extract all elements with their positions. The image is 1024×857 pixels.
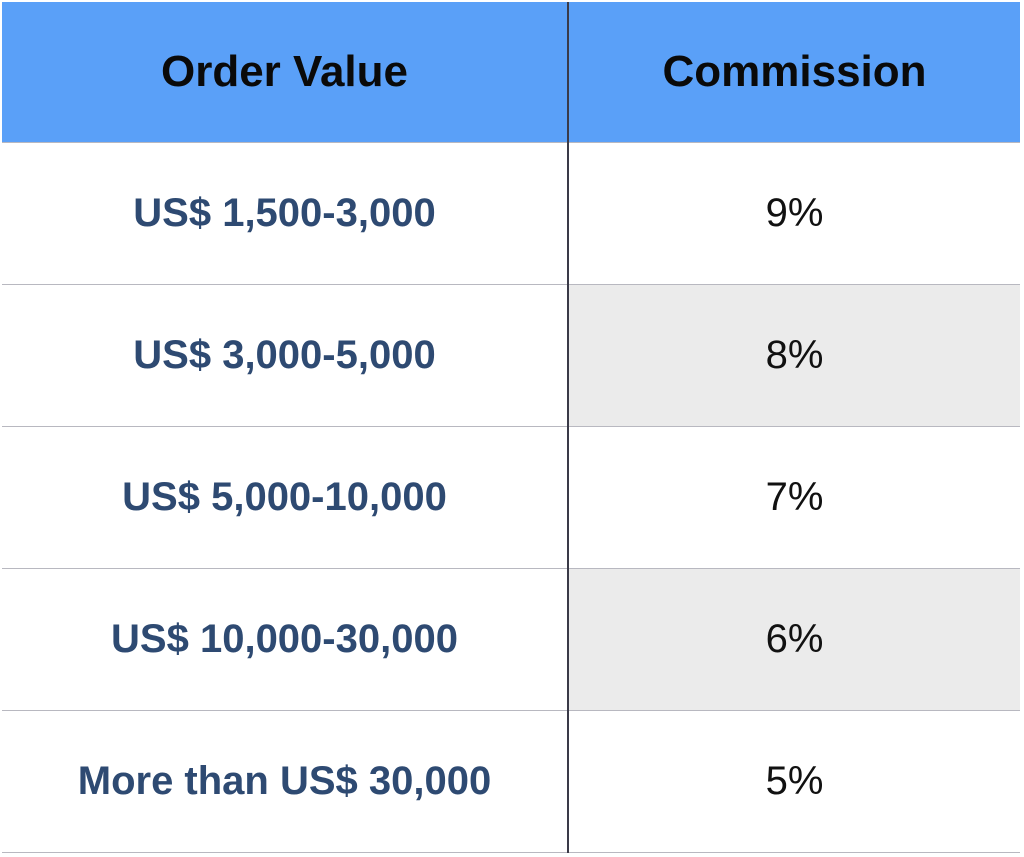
commission-cell: 5% bbox=[568, 710, 1020, 853]
commission-cell: 6% bbox=[568, 568, 1020, 711]
table-row: US$ 5,000-10,000 7% bbox=[2, 426, 1020, 569]
header-row: Order Value Commission bbox=[2, 2, 1020, 143]
column-header: Order Value bbox=[2, 2, 569, 143]
commission-cell: 9% bbox=[568, 142, 1020, 285]
commission-cell: 7% bbox=[568, 426, 1020, 569]
table-row: US$ 10,000-30,000 6% bbox=[2, 568, 1020, 711]
table-row: US$ 3,000-5,000 8% bbox=[2, 284, 1020, 427]
order-value-cell: More than US$ 30,000 bbox=[2, 710, 569, 853]
table-header: Order Value Commission bbox=[2, 2, 1020, 143]
commission-cell: 8% bbox=[568, 284, 1020, 427]
order-value-cell: US$ 1,500-3,000 bbox=[2, 142, 569, 285]
order-value-cell: US$ 10,000-30,000 bbox=[2, 568, 569, 711]
table-row: More than US$ 30,000 5% bbox=[2, 710, 1020, 853]
order-value-cell: US$ 5,000-10,000 bbox=[2, 426, 569, 569]
table-body: US$ 1,500-3,000 9% US$ 3,000-5,000 8% US$ 5,… bbox=[2, 142, 1020, 853]
order-value-cell: US$ 3,000-5,000 bbox=[2, 284, 569, 427]
table-row: US$ 1,500-3,000 9% bbox=[2, 142, 1020, 285]
column-header: Commission bbox=[568, 2, 1020, 143]
